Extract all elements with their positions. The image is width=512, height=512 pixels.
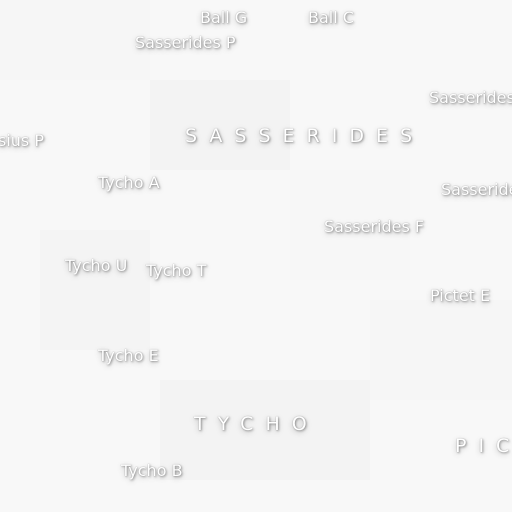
map-tile bbox=[370, 300, 512, 400]
crater-label-tycho-e: Tycho E bbox=[98, 347, 159, 365]
feature-label-pic: PIC bbox=[455, 436, 512, 456]
crater-label-sasserides-mid-right: Sasseride bbox=[441, 181, 512, 199]
crater-label-tycho-t: Tycho T bbox=[146, 262, 206, 280]
feature-label-sasserides: SASSERIDES bbox=[185, 126, 424, 146]
crater-label-sasserides-f: Sasserides F bbox=[324, 218, 424, 236]
crater-label-tycho-b: Tycho B bbox=[121, 462, 183, 480]
crater-label-pictet-e: Pictet E bbox=[430, 287, 490, 305]
crater-label-ball-g: Ball G bbox=[200, 9, 247, 27]
crater-label-tycho-u: Tycho U bbox=[65, 257, 127, 275]
feature-label-tycho: TYCHO bbox=[194, 414, 319, 434]
crater-label-sius-p: sius P bbox=[0, 132, 44, 150]
crater-label-sasserides-p: Sasserides P bbox=[135, 34, 236, 52]
crater-label-tycho-a: Tycho A bbox=[98, 174, 160, 192]
crater-label-ball-c: Ball C bbox=[308, 9, 354, 27]
map-tile bbox=[40, 230, 150, 350]
map-tile bbox=[0, 0, 150, 80]
crater-label-sasserides-top-right: Sasserides bbox=[429, 89, 512, 107]
